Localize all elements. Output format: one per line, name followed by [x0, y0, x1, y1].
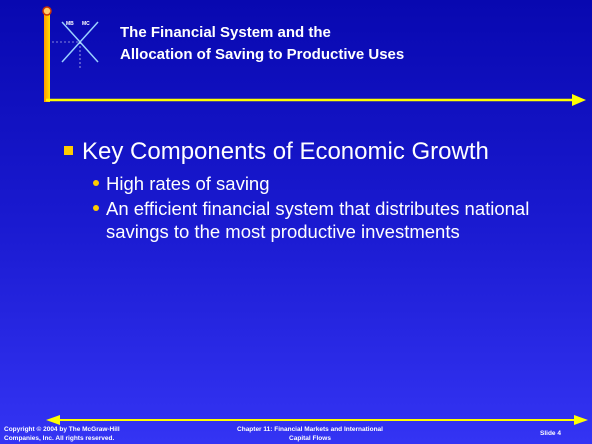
logo-label: MC: [82, 21, 90, 27]
header-arrowhead: [572, 94, 586, 106]
logo-label: MB: [66, 21, 74, 27]
footer-slide-number: Slide 4: [540, 430, 561, 437]
bullet-text: High rates of saving: [106, 173, 270, 194]
footer-copyright: Companies, Inc. All rights reserved.: [4, 435, 115, 442]
logo-bar: [44, 8, 50, 102]
bullet-dot: [93, 180, 99, 186]
footer-chapter: Chapter 11: Financial Markets and Intern…: [237, 426, 383, 433]
title-line: Allocation of Saving to Productive Uses: [120, 46, 405, 63]
heading: Key Components of Economic Growth: [82, 138, 489, 165]
title-line: The Financial System and the: [120, 24, 331, 41]
footer-chapter: Capital Flows: [289, 435, 331, 442]
footer-arrowhead: [574, 415, 588, 425]
bullet-text: An efficient financial system that distr…: [106, 198, 530, 242]
bullet-dot: [93, 205, 99, 211]
footer-arrowhead: [46, 415, 60, 425]
bullet-square: [64, 146, 73, 155]
logo-knob: [42, 6, 52, 16]
footer-copyright: Copyright © 2004 by The McGraw-Hill: [4, 426, 120, 433]
